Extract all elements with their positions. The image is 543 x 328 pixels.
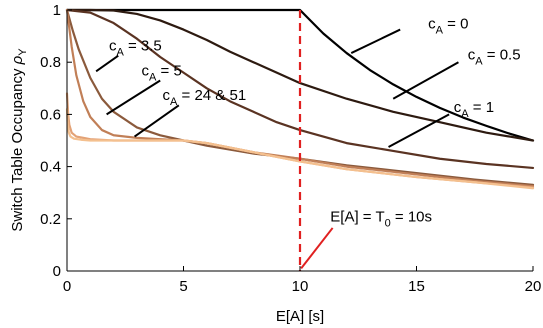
- series-line-6: [65, 108, 535, 190]
- annot-ca-05-label-main: c: [468, 47, 476, 64]
- series-line-2: [65, 8, 535, 170]
- plot-area: cA = 0cA = 0.5cA = 1cA = 3.5cA = 5cA = 2…: [40, 2, 541, 295]
- annotation-layer: cA = 0cA = 0.5cA = 1cA = 3.5cA = 5cA = 2…: [95, 15, 521, 270]
- series-layer: [65, 8, 535, 190]
- annot-ca-05-label-sub: A: [475, 56, 483, 68]
- annot-ca-1-pointer: [388, 113, 450, 148]
- annot-ca-05-pointer: [392, 61, 459, 100]
- annot-ca-0-label-sub: A: [436, 24, 444, 36]
- x-tick-label: 15: [408, 278, 425, 295]
- x-tick-label: 10: [292, 278, 309, 295]
- annot-ca-0-pointer: [350, 28, 401, 54]
- series-line-3: [65, 8, 535, 186]
- y-tick-label: 0.4: [40, 159, 61, 176]
- annot-ca-5-label-main: c: [142, 62, 150, 79]
- annot-ca-1-label-rest: = 1: [469, 99, 494, 116]
- annot-ca-0-label: cA = 0: [428, 15, 468, 36]
- annot-ca-24-51-label-sub: A: [170, 96, 178, 108]
- y-tick-label: 0.8: [40, 54, 61, 71]
- annot-vline-label-sub: 0: [385, 217, 391, 229]
- series-line-4: [65, 8, 535, 188]
- annot-vline-label-rest: = 10s: [391, 208, 432, 225]
- series-line-1: [65, 8, 535, 142]
- annot-vline-label: E[A] = T0 = 10s: [330, 208, 432, 229]
- series-line-0: [65, 8, 535, 142]
- y-axis-title: Switch Table Occupancy ρY: [9, 48, 29, 232]
- x-axis-title: E[A] [s]: [276, 308, 324, 325]
- annot-ca-5-label-sub: A: [149, 71, 157, 83]
- annot-ca-1-label: cA = 1: [454, 99, 494, 120]
- annot-ca-5-label-rest: = 5: [156, 62, 181, 79]
- annot-ca-35-label: cA = 3.5: [109, 37, 162, 58]
- y-tick-label: 0.2: [40, 211, 61, 228]
- y-tick-label: 1: [53, 2, 61, 19]
- annot-ca-1-label-main: c: [454, 99, 462, 116]
- annot-ca-05-label: cA = 0.5: [468, 47, 521, 68]
- x-tick-label: 20: [525, 278, 542, 295]
- annot-ca-5-pointer: [106, 79, 161, 116]
- y-axis-title-main: Switch Table Occupancy: [9, 64, 26, 231]
- annot-ca-24-51-label: cA = 24 & 51: [163, 87, 247, 108]
- y-axis-title-symbol: ρ: [9, 55, 26, 65]
- annot-ca-35-pointer: [95, 54, 119, 73]
- annot-ca-24-51-label-main: c: [163, 87, 171, 104]
- x-tick-label: 0: [63, 278, 71, 295]
- annot-vline-label-main: E[A] = T: [330, 208, 384, 225]
- y-axis-title-sub: Y: [17, 48, 29, 56]
- annot-ca-24-51-pointer: [133, 104, 180, 138]
- x-tick-label: 5: [179, 278, 187, 295]
- annot-ca-35-label-main: c: [109, 37, 117, 54]
- y-tick-label: 0: [53, 263, 61, 280]
- annot-vline-pointer: [300, 227, 334, 270]
- annot-ca-24-51-label-rest: = 24 & 51: [177, 87, 246, 104]
- annot-ca-5-label: cA = 5: [142, 62, 182, 83]
- y-tick-label: 0.6: [40, 106, 61, 123]
- tick-layer: 0 5 10 15 20 0 0.2 0.4 0.6 0.8 1: [40, 2, 541, 295]
- annot-ca-05-label-rest: = 0.5: [483, 47, 521, 64]
- annot-ca-35-label-sub: A: [116, 46, 124, 58]
- annot-ca-0-label-rest: = 0: [443, 15, 468, 32]
- annot-ca-35-label-rest: = 3.5: [124, 37, 162, 54]
- annot-ca-0-label-main: c: [428, 15, 436, 32]
- annot-ca-1-label-sub: A: [461, 108, 469, 120]
